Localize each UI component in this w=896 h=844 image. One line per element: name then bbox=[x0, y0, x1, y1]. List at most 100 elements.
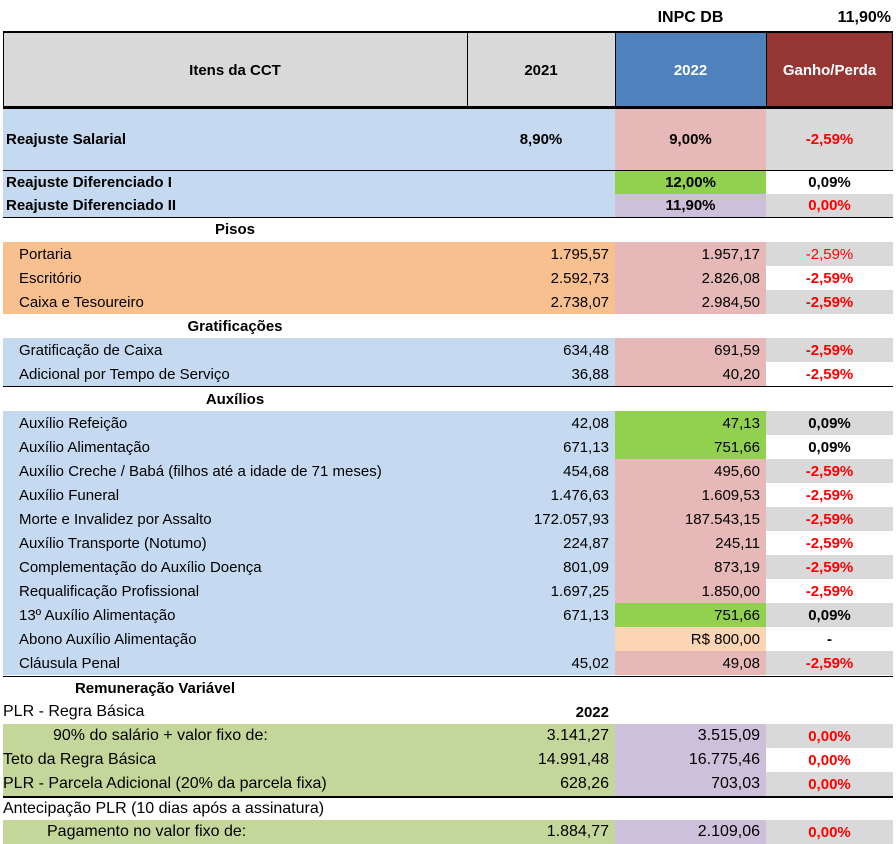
value-2021[interactable]: 1.476,63 bbox=[467, 483, 615, 507]
gain-loss[interactable]: 0,00% bbox=[766, 772, 893, 796]
value-2022[interactable]: R$ 800,00 bbox=[615, 627, 766, 651]
header-2021[interactable]: 2021 bbox=[467, 32, 615, 108]
value-2022[interactable]: 49,08 bbox=[615, 651, 766, 675]
gain-loss[interactable]: - bbox=[766, 627, 893, 651]
plr-title[interactable]: PLR - Regra Básica bbox=[3, 703, 145, 720]
gain-loss[interactable]: -2,59% bbox=[766, 290, 893, 314]
gain-loss[interactable]: -2,59% bbox=[766, 579, 893, 603]
gain-loss[interactable]: 0,00% bbox=[766, 820, 893, 844]
section-title[interactable]: Pisos bbox=[214, 221, 256, 238]
value-2021[interactable]: 45,02 bbox=[467, 651, 615, 675]
value-2022[interactable]: 2.826,08 bbox=[615, 266, 766, 290]
row-label[interactable]: 13º Auxílio Alimentação bbox=[3, 603, 467, 627]
value-2022[interactable]: 873,19 bbox=[615, 555, 766, 579]
section-title[interactable]: Remuneração Variável bbox=[74, 680, 236, 697]
value-2022[interactable]: 187.543,15 bbox=[615, 507, 766, 531]
gain-loss[interactable]: -2,59% bbox=[766, 651, 893, 675]
value-2021[interactable]: 36,88 bbox=[467, 362, 615, 386]
gain-loss[interactable]: -2,59% bbox=[766, 362, 893, 386]
value-2021[interactable]: 14.991,48 bbox=[467, 748, 615, 772]
gain-loss[interactable]: 0,09% bbox=[766, 435, 893, 459]
gain-loss[interactable]: 0,09% bbox=[766, 411, 893, 435]
section-title[interactable]: Gratificações bbox=[187, 317, 283, 335]
row-label[interactable]: Reajuste Salarial bbox=[3, 109, 467, 170]
value-2021[interactable]: 634,48 bbox=[467, 338, 615, 362]
row-label[interactable]: Gratificação de Caixa bbox=[3, 338, 467, 362]
value-2022[interactable]: 1.609,53 bbox=[615, 483, 766, 507]
gain-loss[interactable]: 0,09% bbox=[766, 603, 893, 627]
value-2022[interactable]: 9,00% bbox=[615, 109, 766, 170]
row-label[interactable]: PLR - Parcela Adicional (20% da parcela … bbox=[3, 772, 467, 796]
value-2021[interactable]: 1.697,25 bbox=[467, 579, 615, 603]
row-label[interactable]: Morte e Invalidez por Assalto bbox=[3, 507, 467, 531]
gain-loss[interactable]: -2,59% bbox=[766, 338, 893, 362]
row-label[interactable]: Abono Auxílio Alimentação bbox=[3, 627, 467, 651]
section-title[interactable]: Auxílios bbox=[205, 390, 265, 408]
value-2022[interactable]: 1.850,00 bbox=[615, 579, 766, 603]
header-2022[interactable]: 2022 bbox=[615, 32, 766, 108]
value-2021[interactable]: 3.141,27 bbox=[467, 724, 615, 748]
value-2022[interactable]: 751,66 bbox=[615, 435, 766, 459]
value-2022[interactable]: 751,66 bbox=[615, 603, 766, 627]
value-2021[interactable]: 628,26 bbox=[467, 772, 615, 796]
value-2022[interactable]: 12,00% bbox=[615, 171, 766, 194]
gain-loss[interactable]: -2,59% bbox=[766, 531, 893, 555]
value-2021[interactable]: 1.884,77 bbox=[467, 820, 615, 844]
value-2021[interactable] bbox=[467, 627, 615, 651]
value-2021[interactable]: 801,09 bbox=[467, 555, 615, 579]
value-2022[interactable]: 245,11 bbox=[615, 531, 766, 555]
gain-loss[interactable]: 0,00% bbox=[766, 194, 893, 217]
value-2022[interactable]: 495,60 bbox=[615, 459, 766, 483]
value-2021[interactable]: 224,87 bbox=[467, 531, 615, 555]
row-label[interactable]: Caixa e Tesoureiro bbox=[3, 290, 467, 314]
row-label[interactable]: Auxílio Funeral bbox=[3, 483, 467, 507]
row-label[interactable]: Auxílio Refeição bbox=[3, 411, 467, 435]
value-2022[interactable]: 703,03 bbox=[615, 772, 766, 796]
value-2021[interactable] bbox=[467, 194, 615, 217]
row-label[interactable]: Auxílio Alimentação bbox=[3, 435, 467, 459]
row-label[interactable]: Reajuste Diferenciado II bbox=[3, 194, 467, 217]
header-items[interactable]: Itens da CCT bbox=[3, 32, 467, 108]
antecipacao-title[interactable]: Antecipação PLR (10 dias após a assinatu… bbox=[3, 800, 325, 817]
value-2022[interactable]: 11,90% bbox=[615, 194, 766, 217]
gain-loss[interactable]: 0,09% bbox=[766, 171, 893, 194]
gain-loss[interactable]: -2,59% bbox=[766, 242, 893, 266]
value-2022[interactable]: 691,59 bbox=[615, 338, 766, 362]
row-label[interactable]: Cláusula Penal bbox=[3, 651, 467, 675]
value-2021[interactable]: 671,13 bbox=[467, 603, 615, 627]
gain-loss[interactable]: -2,59% bbox=[766, 266, 893, 290]
plr-year[interactable]: 2022 bbox=[575, 703, 609, 721]
value-2021[interactable]: 454,68 bbox=[467, 459, 615, 483]
gain-loss[interactable]: -2,59% bbox=[766, 459, 893, 483]
value-2022[interactable]: 2.984,50 bbox=[615, 290, 766, 314]
row-label[interactable]: Auxílio Transporte (Notumo) bbox=[3, 531, 467, 555]
gain-loss[interactable]: -2,59% bbox=[766, 109, 893, 170]
row-label[interactable]: Reajuste Diferenciado I bbox=[3, 171, 467, 194]
value-2021[interactable]: 671,13 bbox=[467, 435, 615, 459]
value-2021[interactable]: 1.795,57 bbox=[467, 242, 615, 266]
value-2021[interactable]: 2.592,73 bbox=[467, 266, 615, 290]
value-2021[interactable]: 172.057,93 bbox=[467, 507, 615, 531]
gain-loss[interactable]: 0,00% bbox=[766, 724, 893, 748]
row-label[interactable]: Portaria bbox=[3, 242, 467, 266]
gain-loss[interactable]: 0,00% bbox=[766, 748, 893, 772]
row-label[interactable]: Teto da Regra Básica bbox=[3, 748, 467, 772]
value-2021[interactable]: 8,90% bbox=[467, 109, 615, 170]
gain-loss[interactable]: -2,59% bbox=[766, 507, 893, 531]
value-2021[interactable] bbox=[467, 171, 615, 194]
row-label[interactable]: Escritório bbox=[3, 266, 467, 290]
row-label[interactable]: Pagamento no valor fixo de: bbox=[3, 820, 467, 844]
row-label[interactable]: Adicional por Tempo de Serviço bbox=[3, 362, 467, 386]
row-label[interactable]: Complementação do Auxílio Doença bbox=[3, 555, 467, 579]
row-label[interactable]: 90% do salário + valor fixo de: bbox=[3, 724, 467, 748]
value-2022[interactable]: 40,20 bbox=[615, 362, 766, 386]
gain-loss[interactable]: -2,59% bbox=[766, 483, 893, 507]
inpc-label[interactable]: INPC DB bbox=[657, 9, 724, 26]
value-2022[interactable]: 3.515,09 bbox=[615, 724, 766, 748]
value-2022[interactable]: 16.775,46 bbox=[615, 748, 766, 772]
inpc-value[interactable]: 11,90% bbox=[837, 9, 891, 26]
header-gain-loss[interactable]: Ganho/Perda bbox=[766, 32, 893, 108]
row-label[interactable]: Requalificação Profissional bbox=[3, 579, 467, 603]
value-2022[interactable]: 2.109,06 bbox=[615, 820, 766, 844]
value-2022[interactable]: 1.957,17 bbox=[615, 242, 766, 266]
